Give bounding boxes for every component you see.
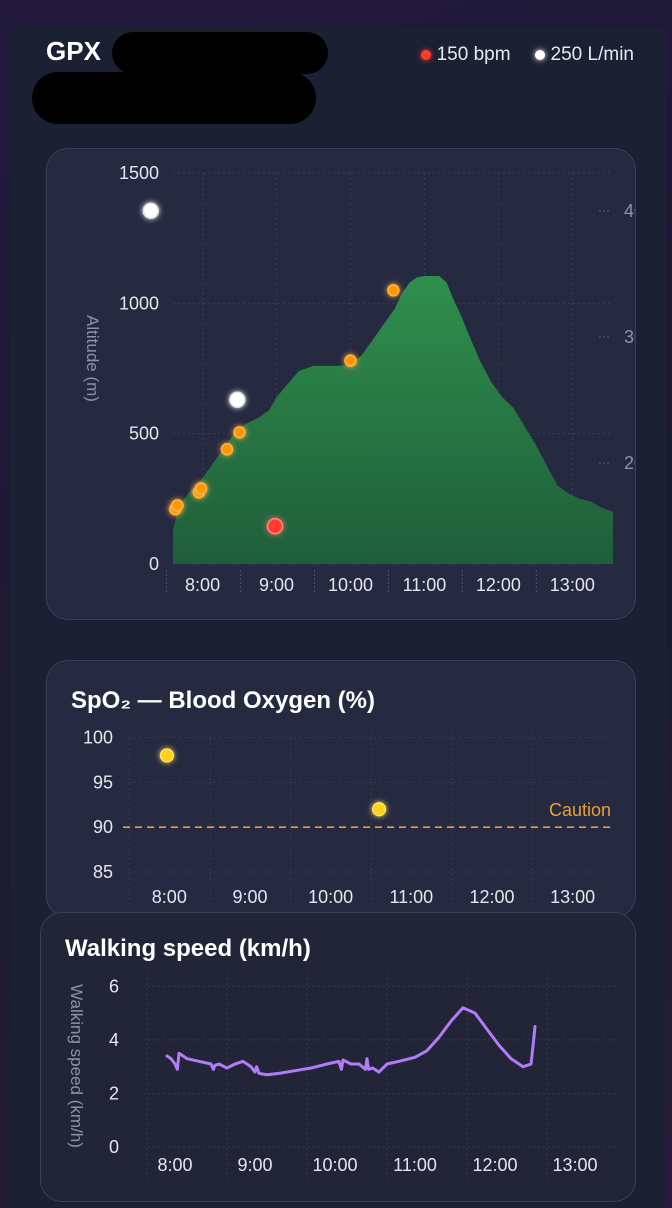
y2-tick-label: 300 — [624, 327, 635, 347]
legend-label-heart-rate: 150 bpm — [436, 44, 511, 65]
x-tick-label: 12:00 — [469, 887, 514, 907]
y-tick-label: 6 — [109, 976, 119, 996]
y-axis-label: Walking speed (km/h) — [67, 984, 86, 1148]
spo2-point — [159, 748, 175, 763]
altitude-area — [173, 275, 613, 564]
white-dot-icon — [534, 50, 545, 60]
caution-label: Caution — [549, 800, 611, 820]
marker-orange — [387, 284, 400, 297]
y-tick-label: 85 — [93, 862, 113, 882]
speed-title: Walking speed (km/h) — [65, 935, 311, 962]
x-tick-label: 8:00 — [185, 575, 220, 595]
marker-red — [266, 517, 284, 535]
y-axis-label: Altitude (m) — [83, 315, 102, 402]
x-tick-label: 10:00 — [308, 887, 353, 907]
legend-label-flow: 250 L/min — [550, 44, 634, 65]
x-tick-label: 12:00 — [472, 1155, 517, 1175]
altitude-card: 0 500 1000 1500 8:00 9:00 10:00 11:00 12:00 13:00… — [46, 148, 654, 620]
redacted-subtitle-block — [32, 72, 316, 124]
x-tick-label: 10:00 — [312, 1155, 357, 1175]
y-tick-label: 500 — [129, 424, 159, 444]
x-tick-label: 10:00 — [328, 575, 373, 595]
x-tick-label: 11:00 — [389, 887, 433, 907]
speed-line — [165, 1006, 537, 1077]
y-tick-label: 1500 — [119, 163, 159, 183]
speed-chart: 0 2 4 6 8:00 9:00 10:00 11:00 12:00 13:00 Walking … — [67, 973, 615, 1181]
x-tick-label: 13:00 — [550, 887, 595, 907]
y-tick-label: 95 — [93, 772, 113, 792]
redacted-title-block — [112, 32, 328, 74]
x-tick-label: 11:00 — [403, 575, 447, 595]
marker-orange — [344, 354, 357, 367]
spo2-title: SpO₂ — Blood Oxygen (%) — [71, 687, 376, 714]
y-tick-label: 4 — [109, 1030, 119, 1050]
y2-tick-label: 200 — [624, 453, 635, 473]
legend-item-flow: 250 L/min — [534, 44, 634, 66]
marker-white — [229, 391, 246, 409]
header-legend: 150 bpm 250 L/min — [407, 44, 634, 66]
marker-orange — [171, 499, 184, 512]
x-tick-label: 12:00 — [476, 575, 521, 595]
altitude-chart: 0 500 1000 1500 8:00 9:00 10:00 11:00 12:00 13:00… — [83, 163, 654, 595]
page-title: GPX — [46, 36, 101, 66]
marker-orange — [233, 426, 246, 439]
marker-orange — [194, 482, 208, 495]
spo2-chart: 85 90 95 100 8:00 9:00 10:00 11:00 12:00 13:00 Cau… — [83, 727, 613, 907]
y-tick-label: 2 — [109, 1083, 119, 1103]
y-tick-label: 90 — [93, 817, 113, 837]
marker-white — [142, 202, 160, 220]
legend-item-heart-rate: 150 bpm — [420, 44, 511, 66]
x-tick-label: 9:00 — [232, 887, 267, 907]
red-dot-icon — [420, 50, 431, 60]
y2-tick-label: 400 — [624, 201, 635, 221]
spo2-point — [371, 802, 387, 817]
x-tick-label: 13:00 — [550, 575, 595, 595]
x-tick-label: 9:00 — [259, 575, 294, 595]
x-tick-label: 8:00 — [157, 1155, 192, 1175]
y-tick-label: 0 — [149, 554, 159, 574]
y-tick-label: 1000 — [119, 293, 159, 313]
speed-card: Walking speed (km/h) 0 2 4 6 8:00 9:00 10:00 11… — [40, 912, 636, 1202]
x-tick-label: 13:00 — [552, 1155, 597, 1175]
y-tick-label: 0 — [109, 1137, 119, 1157]
x-tick-label: 11:00 — [393, 1155, 437, 1175]
y-tick-label: 100 — [83, 727, 113, 747]
x-tick-label: 9:00 — [237, 1155, 272, 1175]
x-tick-label: 8:00 — [152, 887, 187, 907]
spo2-card: SpO₂ — Blood Oxygen (%) 85 90 95 100 8:00 9:0… — [46, 660, 636, 918]
marker-orange — [220, 443, 234, 456]
